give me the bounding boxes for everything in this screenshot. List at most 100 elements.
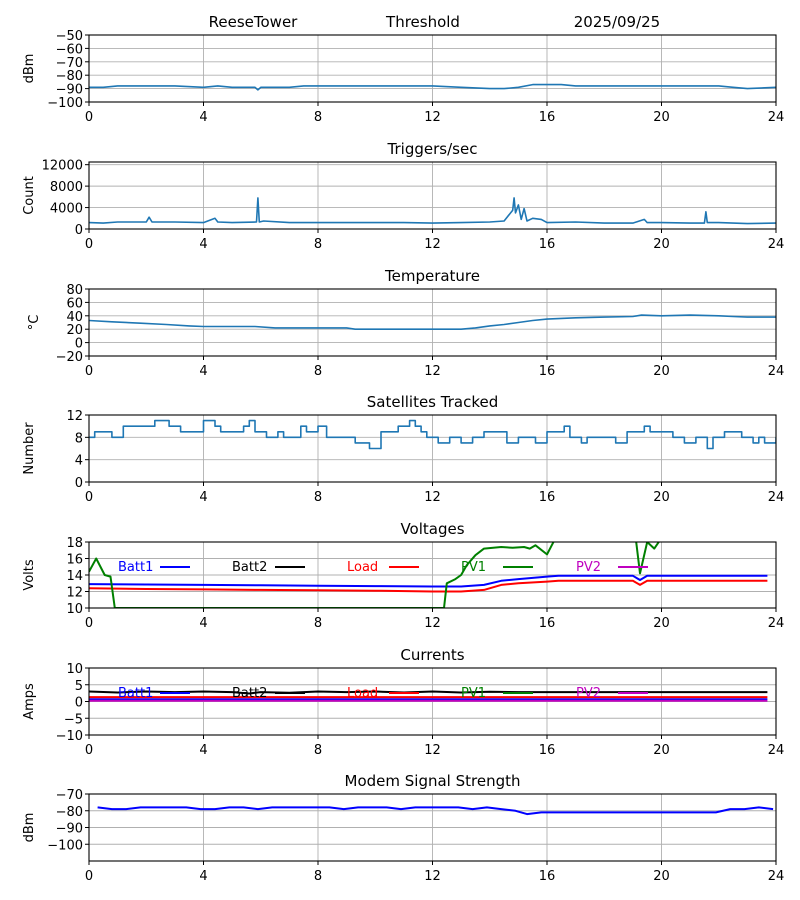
x-tick-label: 8 [314, 743, 322, 758]
legend-item-pv1: PV1 [461, 686, 533, 701]
x-tick-label: 0 [85, 869, 93, 884]
x-tick-label: 12 [424, 743, 441, 758]
y-tick-label: −50 [56, 29, 83, 44]
y-tick-label: 10 [66, 662, 83, 677]
legend-item-pv2: PV2 [576, 686, 648, 701]
x-tick-label: 8 [314, 616, 322, 631]
panel-title: Triggers/sec [387, 140, 478, 158]
legend-label: Batt1 [118, 560, 153, 575]
legend-label: Batt1 [118, 686, 153, 701]
x-tick-label: 4 [199, 869, 207, 884]
series-line-satellites [89, 419, 776, 450]
axes-frame [88, 793, 777, 862]
series-line-modem [97, 806, 774, 816]
legend-label: Load [347, 560, 378, 575]
y-tick-label: −90 [56, 83, 83, 98]
y-tick-label: 0 [75, 696, 83, 711]
y-axis-label: dBm [22, 813, 37, 843]
y-axis-label: Amps [22, 683, 37, 720]
series-line-temperature [89, 314, 776, 330]
panel-title: Modem Signal Strength [345, 772, 521, 790]
x-tick-label: 20 [653, 237, 670, 252]
x-tick-label: 24 [768, 364, 785, 379]
x-tick-label: 4 [199, 110, 207, 125]
x-tick-label: 4 [199, 743, 207, 758]
legend-label: Batt2 [232, 560, 267, 575]
axes-frame [88, 34, 777, 103]
x-tick-label: 16 [539, 869, 556, 884]
series-line-pv1 [89, 542, 660, 608]
x-tick-label: 0 [85, 490, 93, 505]
y-tick-label: 8000 [50, 180, 83, 195]
y-tick-label: 8 [75, 431, 83, 446]
x-tick-label: 8 [314, 237, 322, 252]
y-tick-label: −80 [56, 805, 83, 820]
panel-2: 0 4 8 12 16 20 24 12000 8000 4000 0 Triggers/sec Cou… [22, 140, 784, 252]
x-tick-label: 16 [539, 490, 556, 505]
panel-4: 0 4 8 12 16 20 24 12 8 4 0 Satellites Tracked Number [22, 393, 784, 505]
x-tick-label: 12 [424, 364, 441, 379]
x-tick-label: 24 [768, 869, 785, 884]
x-tick-label: 0 [85, 364, 93, 379]
y-axis-label: Count [22, 176, 37, 215]
y-tick-label: −100 [47, 838, 83, 853]
series-group [89, 419, 776, 450]
y-tick-label: 10 [66, 602, 83, 617]
y-tick-label: 4000 [50, 202, 83, 217]
series-line-load [89, 579, 768, 593]
series-line-threshold [89, 83, 776, 91]
y-tick-label: 5 [75, 679, 83, 694]
axes-frame [88, 288, 777, 357]
panel-title: Voltages [400, 520, 464, 538]
x-tick-label: 0 [85, 616, 93, 631]
panel-title: Currents [400, 646, 464, 664]
series-group [97, 806, 774, 816]
y-axis-label: dBm [22, 54, 37, 84]
y-tick-label: 18 [66, 536, 83, 551]
y-tick-label: 16 [66, 553, 83, 568]
y-tick-label: 60 [66, 296, 83, 311]
legend-label: Batt2 [232, 686, 267, 701]
x-tick-label: 4 [199, 490, 207, 505]
x-tick-label: 24 [768, 743, 785, 758]
legend-item-batt1: Batt1 [118, 686, 190, 701]
x-tick-label: 8 [314, 110, 322, 125]
y-tick-label: 40 [66, 310, 83, 325]
x-tick-label: 16 [539, 364, 556, 379]
panel-title: Temperature [384, 267, 480, 285]
axes-frame [88, 161, 777, 230]
x-tick-label: 0 [85, 110, 93, 125]
x-tick-label: 12 [424, 110, 441, 125]
legend-label: PV1 [461, 686, 486, 701]
y-axis-label: °C [27, 315, 42, 331]
y-tick-label: −100 [47, 96, 83, 111]
legend-item-load: Load [347, 686, 419, 701]
header-mode: Threshold [385, 13, 460, 31]
x-tick-label: 16 [539, 743, 556, 758]
x-tick-label: 0 [85, 743, 93, 758]
x-tick-label: 20 [653, 490, 670, 505]
x-tick-label: 24 [768, 237, 785, 252]
y-tick-label: 20 [66, 323, 83, 338]
legend-item-batt2: Batt2 [232, 686, 305, 701]
panel-7: 0 4 8 12 16 20 24 −70 −80 −90−100 Modem Signal Str… [22, 772, 784, 884]
y-tick-label: −5 [64, 712, 83, 727]
x-tick-label: 12 [424, 237, 441, 252]
y-tick-label: −90 [56, 822, 83, 837]
x-tick-label: 4 [199, 237, 207, 252]
y-tick-label: 12 [66, 409, 83, 424]
x-tick-label: 0 [85, 237, 93, 252]
y-tick-label: 0 [75, 337, 83, 352]
x-tick-label: 24 [768, 616, 785, 631]
x-tick-label: 4 [199, 364, 207, 379]
y-tick-label: 12000 [42, 159, 83, 174]
x-tick-label: 12 [424, 616, 441, 631]
axes-frame [88, 541, 777, 609]
x-tick-label: 20 [653, 364, 670, 379]
legend-label: PV2 [576, 560, 601, 575]
x-tick-label: 12 [424, 490, 441, 505]
x-tick-label: 8 [314, 869, 322, 884]
legend-label: PV1 [461, 560, 486, 575]
